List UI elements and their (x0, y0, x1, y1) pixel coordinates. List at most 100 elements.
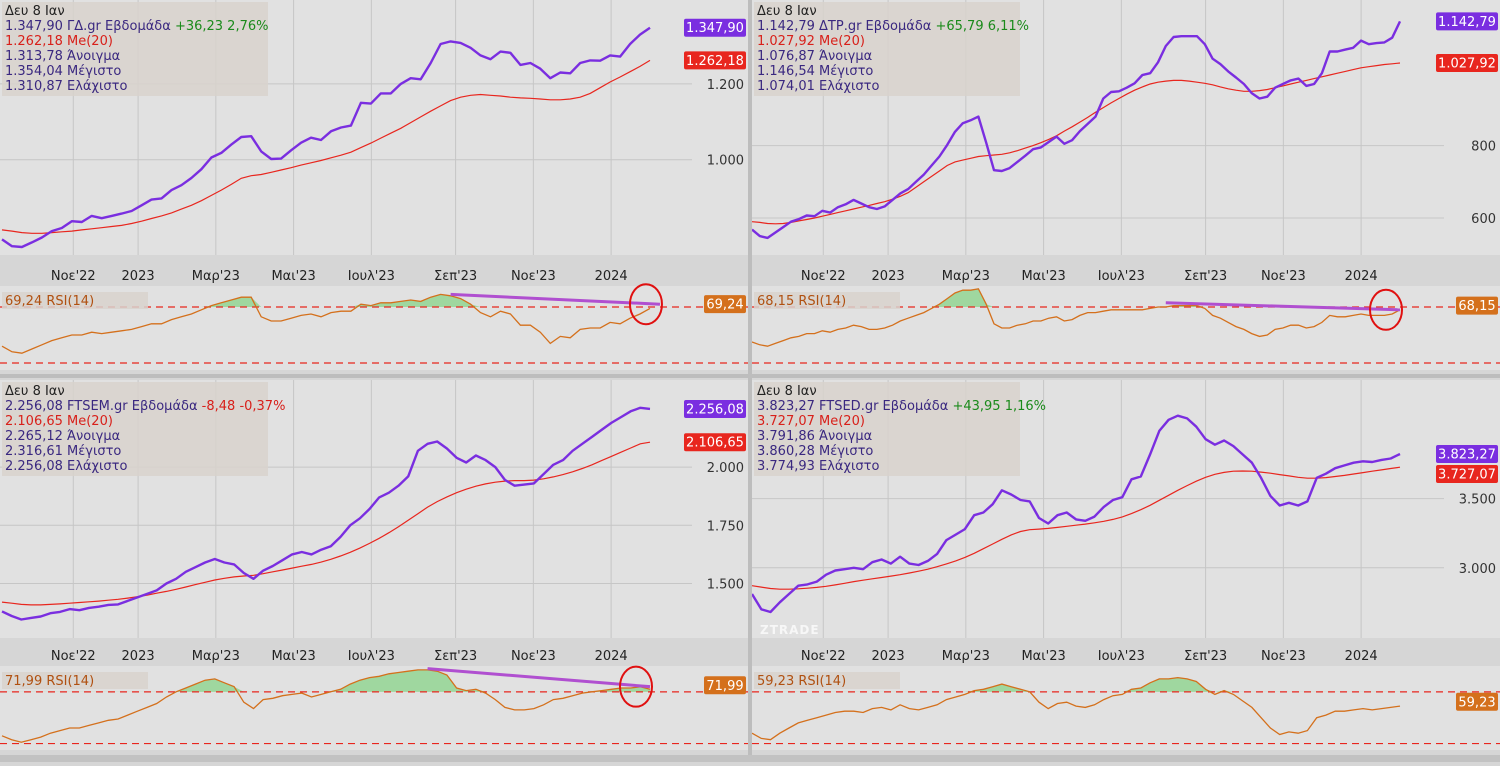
rsi-badge (1456, 296, 1498, 315)
ma-badge-text: 1.262,18 (686, 54, 744, 69)
price-badge (684, 18, 746, 37)
price-badge (684, 399, 746, 418)
ma-badge (684, 51, 746, 70)
bottom-scrollbar (0, 755, 1500, 762)
info-line: 1.074,01 Ελάχιστο (757, 79, 879, 94)
horizontal-divider (0, 374, 1500, 378)
series-line-ma20 (1, 441, 651, 606)
rsi-badge (704, 676, 746, 695)
info-line: 2.256,08 Ελάχιστο (5, 459, 127, 474)
price-badge-text: 1.142,79 (1438, 15, 1496, 30)
rsi-badge-text: 71,99 (706, 679, 743, 694)
info-line: 1.313,78 Άνοιγμα (5, 49, 120, 64)
highlight-circle (619, 665, 653, 708)
ma-badge-text: 1.027,92 (1438, 57, 1496, 72)
x-tick-label: Νοε'22 (51, 269, 96, 284)
rsi-badge-text: 68,15 (1458, 299, 1495, 314)
rsi-label: 71,99 RSI(14) (5, 674, 94, 689)
x-tick-label: Μαρ'23 (192, 649, 240, 664)
header-price-symbol: 1.142,79 ΔΤΡ.gr Εβδομάδα (757, 19, 935, 34)
x-tick-label: Νοε'23 (1261, 649, 1306, 664)
x-tick-label: Ιουλ'23 (1098, 649, 1145, 664)
ma-badge (1436, 464, 1498, 483)
x-tick-label: 2023 (872, 649, 905, 664)
x-tick-label: Μαρ'23 (942, 649, 990, 664)
info-line: 1.076,87 Άνοιγμα (757, 49, 872, 64)
y-tick-label: 2.000 (707, 461, 744, 476)
x-tick-label: Ιουλ'23 (348, 269, 395, 284)
rsi-badge (1456, 692, 1498, 711)
price-badge (1436, 444, 1498, 463)
ma-badge-text: 3.727,07 (1438, 467, 1496, 482)
rsi-label-box (754, 672, 900, 689)
x-tick-label: 2024 (1345, 269, 1378, 284)
price-badge-text: 2.256,08 (686, 402, 744, 417)
y-tick-label: 3.500 (1459, 493, 1496, 508)
x-tick-label: Μαι'23 (271, 269, 315, 284)
x-tick-label: 2024 (595, 649, 628, 664)
rsi-badge-text: 59,23 (1458, 695, 1495, 710)
price-badge (1436, 12, 1498, 31)
x-tick-label: Μαρ'23 (192, 269, 240, 284)
info-box (754, 382, 1020, 476)
x-tick-label: Μαι'23 (1021, 649, 1065, 664)
rsi-label-box (2, 292, 148, 309)
info-line: 3.727,07 Me(20) (757, 414, 865, 429)
x-tick-label: Νοε'23 (511, 269, 556, 284)
divergence-line (450, 292, 661, 306)
x-tick-label: Ιουλ'23 (348, 649, 395, 664)
rsi-label: 59,23 RSI(14) (757, 674, 846, 689)
x-tick-label: Νοε'22 (801, 269, 846, 284)
divergence-line (427, 667, 651, 689)
x-tick-label: Νοε'23 (511, 649, 556, 664)
series-line-rsi (751, 676, 1401, 741)
info-line: 1.146,54 Μέγιστο (757, 64, 873, 79)
chart-panel-3: 2.000 1.750 1.500 Νοε'22 2023 Μαρ'23 Μαι'23 Ιου… (0, 380, 748, 750)
x-tick-label: 2023 (872, 269, 905, 284)
x-tick-label: 2023 (122, 649, 155, 664)
series-line-ma20 (751, 466, 1401, 590)
x-tick-label: Σεπ'23 (434, 649, 477, 664)
header-line: 2.256,08 FTSEM.gr Εβδομάδα -8,48 -0,37% (5, 399, 285, 414)
header-change: +43,95 1,16% (952, 399, 1046, 414)
x-tick-label: Ιουλ'23 (1098, 269, 1145, 284)
series-line-rsi (751, 288, 1401, 347)
series-line-rsi (1, 669, 651, 743)
info-line: 3.791,86 Άνοιγμα (757, 429, 872, 444)
info-box (2, 382, 268, 476)
info-line: 2.106,65 Me(20) (5, 414, 113, 429)
y-tick-label: 1.000 (707, 154, 744, 169)
info-line: 1.310,87 Ελάχιστο (5, 79, 127, 94)
date-label: Δευ 8 Ιαν (757, 4, 817, 19)
chart-panel-1: 1.200 1.000 Νοε'22 2023 Μαρ'23 Μαι'23 Ιουλ'23 Σ… (0, 0, 748, 370)
series-line-ma20 (1, 59, 651, 234)
ma-badge (684, 433, 746, 452)
series-line-price (1, 406, 651, 621)
y-tick-label: 1.500 (707, 577, 744, 592)
x-tick-label: 2024 (1345, 649, 1378, 664)
x-tick-label: Μαρ'23 (942, 269, 990, 284)
x-tick-label: 2024 (595, 269, 628, 284)
x-tick-label: Σεπ'23 (1184, 649, 1227, 664)
header-line: 3.823,27 FTSED.gr Εβδομάδα +43,95 1,16% (757, 399, 1046, 414)
info-box (2, 2, 268, 96)
y-tick-label: 1.200 (707, 78, 744, 93)
highlight-circle (628, 283, 663, 326)
info-line: 1.262,18 Me(20) (5, 34, 113, 49)
x-tick-label: Νοε'22 (801, 649, 846, 664)
x-tick-label: Μαι'23 (271, 649, 315, 664)
rsi-label-box (2, 672, 148, 689)
header-line: 1.142,79 ΔΤΡ.gr Εβδομάδα +65,79 6,11% (757, 19, 1029, 34)
y-tick-label: 1.750 (707, 519, 744, 534)
series-line-price (1, 26, 651, 249)
info-line: 1.027,92 Me(20) (757, 34, 865, 49)
divergence-line (1165, 301, 1401, 312)
header-change: +65,79 6,11% (935, 19, 1029, 34)
x-tick-label: Σεπ'23 (434, 269, 477, 284)
vertical-divider (748, 0, 752, 762)
highlight-circle (1369, 288, 1403, 331)
watermark: ZTRADE (760, 623, 820, 637)
header-price-symbol: 3.823,27 FTSED.gr Εβδομάδα (757, 399, 952, 414)
header-price-symbol: 2.256,08 FTSEM.gr Εβδομάδα (5, 399, 202, 414)
